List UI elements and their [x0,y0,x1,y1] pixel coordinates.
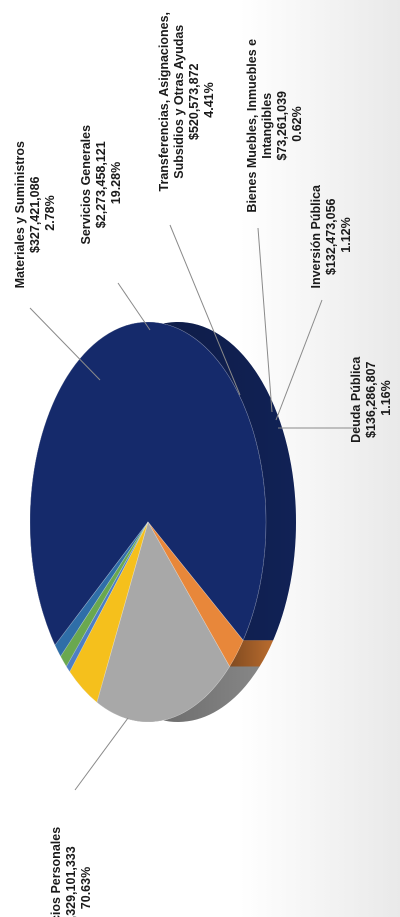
pie-side-servicios-generales [96,666,260,722]
label-line: Intangibles [260,93,274,159]
leader-servicios-generales [117,282,151,331]
label-line: 1.12% [339,217,353,252]
leader-lines [29,224,355,791]
leader-materiales [29,307,101,381]
svg-text:Deuda Pública $136,286,8: Deuda Pública $136,286,807 1.16% [349,353,393,443]
pie-slice-bienes-muebles-inmuebles-e-intangibles [65,521,149,673]
pie-side-shade [96,666,260,722]
leader-bienes [257,227,273,413]
pie-layer [29,321,297,723]
label-line: Transferencias, Asignaciones, [157,12,171,191]
svg-text:Transferencias, Asignaciones,: Transferencias, Asignaciones, Subsidios … [157,9,216,192]
pie-slice-materiales-y-suministros [147,521,244,668]
label-line: Servicios Generales [79,125,93,245]
label-line: $73,261,039 [275,91,289,161]
label-deuda: Deuda Pública $136,286,807 1.16% [349,353,393,443]
pie-slice-servicios-personales [29,321,267,646]
label-line: Inversión Pública [309,184,323,289]
label-line: 70.63% [79,867,93,909]
label-servicios-generales: Servicios Generales $2,273,458,121 19.28… [79,121,123,245]
label-line: Materiales y Suministros [13,141,27,288]
label-servicios-personales: Servicios Personales $8,329,101,333 70.6… [49,823,93,917]
svg-text:Bienes Muebles, Inmuebles e: Bienes Muebles, Inmuebles e Intangibles … [245,35,304,212]
svg-text:Servicios Personales $8,: Servicios Personales $8,329,101,333 70.6… [49,823,93,917]
pie-slice-servicios-generales [96,521,230,723]
label-line: $132,473,056 [324,198,338,275]
label-line: Servicios Personales [49,827,63,917]
label-line: $8,329,101,333 [64,846,78,917]
label-line: Subsidios y Otras Ayudas [172,25,186,179]
svg-text:Inversión Pública $132,4: Inversión Pública $132,473,056 1.12% [309,182,353,289]
pie-slice-deuda-publica [54,521,149,657]
svg-text:Materiales y Suministros: Materiales y Suministros $327,421,086 2.… [13,138,57,289]
label-line: Bienes Muebles, Inmuebles e [245,39,259,213]
label-line: $2,273,458,121 [94,141,108,228]
label-line: 0.62% [290,106,304,141]
pie-slice-transferencias-asignaciones-subsidios-y-otras-ayudas [69,521,149,703]
label-line: 19.28% [109,162,123,204]
label-line: $136,286,807 [364,361,378,438]
svg-text:Servicios Generales $2,2: Servicios Generales $2,273,458,121 19.28… [79,121,123,244]
label-materiales: Materiales y Suministros $327,421,086 2.… [13,138,57,289]
label-line: $327,421,086 [28,176,42,253]
label-line: Deuda Pública [349,356,363,443]
label-line: 1.16% [379,380,393,415]
label-line: $520,573,872 [187,63,201,140]
label-bienes: Bienes Muebles, Inmuebles e Intangibles … [245,35,304,213]
label-transferencias: Transferencias, Asignaciones, Subsidios … [157,9,216,192]
leader-transferencias [169,224,241,396]
pie-slice-inversion-publica [60,521,149,667]
label-line: 2.78% [43,195,57,230]
label-line: 4.41% [202,82,216,117]
label-inversion: Inversión Pública $132,473,056 1.12% [309,182,353,289]
leader-inversion [275,299,323,421]
leader-servicios-personales [74,717,129,791]
pie-side-materiales-y-suministros [229,640,274,667]
pie-side-shade [229,640,274,667]
